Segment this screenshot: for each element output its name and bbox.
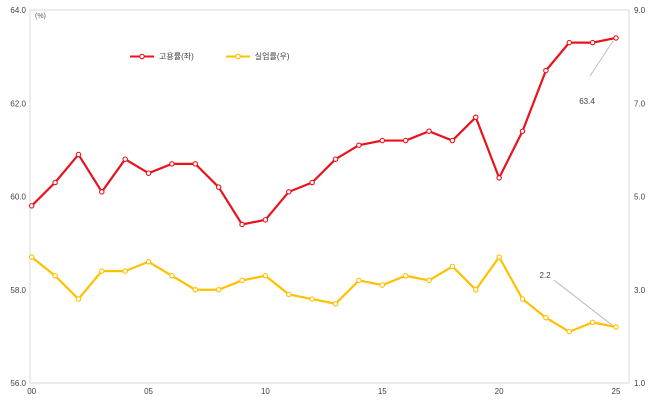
y-axis-left-tick-label: 56.0	[10, 379, 26, 388]
data-point-unemployment-rate-05	[145, 259, 152, 265]
data-point-unemployment-rate-07	[192, 286, 199, 293]
annotation-employment-rate-last-value: 63.4	[579, 97, 595, 106]
data-point-unemployment-rate-20	[496, 254, 502, 260]
data-point-unemployment-rate-21	[519, 296, 526, 302]
annotation-unemployment-rate-last-value: 2.2	[539, 271, 551, 280]
x-axis-tick-label: 25	[612, 387, 621, 396]
data-point-unemployment-rate-14	[356, 277, 362, 284]
chart-legend: 고용률(좌) 실업률(우)	[130, 51, 290, 62]
data-point-employment-rate-18	[449, 137, 456, 144]
data-point-employment-rate-07	[192, 161, 199, 167]
data-point-employment-rate-06	[169, 161, 175, 167]
data-point-employment-rate-02	[75, 151, 82, 158]
data-point-employment-rate-04	[122, 156, 128, 162]
plot-area-border	[29, 9, 630, 384]
x-axis-tick-label: 15	[378, 387, 387, 396]
data-point-unemployment-rate-10	[262, 273, 269, 279]
y-axis-right-tick-label: 9.0	[634, 6, 646, 15]
employment-rate-line	[30, 36, 618, 226]
data-point-employment-rate-12	[309, 179, 315, 186]
data-point-employment-rate-09	[239, 221, 245, 228]
data-point-employment-rate-11	[286, 189, 292, 195]
data-point-employment-rate-22	[543, 67, 549, 74]
data-point-unemployment-rate-24	[589, 319, 596, 326]
data-point-unemployment-rate-17	[426, 277, 432, 284]
data-point-unemployment-rate-22	[543, 314, 549, 321]
y-axis-unit-label: (%)	[35, 13, 46, 20]
data-point-employment-rate-13	[332, 156, 339, 162]
y-axis-left-tick-label: 62.0	[10, 99, 26, 108]
data-point-unemployment-rate-23	[566, 328, 573, 335]
data-point-employment-rate-17	[426, 128, 432, 134]
y-axis-right-tick-label: 1.0	[634, 379, 646, 388]
y-axis-right-tick-label: 5.0	[634, 193, 646, 202]
data-point-unemployment-rate-04	[122, 268, 128, 274]
y-axis-right-tick-label: 3.0	[634, 286, 646, 295]
legend-item-unemployment-rate: 실업률(우)	[225, 51, 290, 62]
x-axis-tick-label: 05	[144, 387, 153, 396]
data-point-unemployment-rate-02	[75, 296, 82, 302]
data-point-employment-rate-20	[496, 175, 502, 181]
y-axis-left-tick-label: 64.0	[10, 6, 26, 15]
legend-label-employment-rate: 고용률(좌)	[159, 52, 194, 61]
data-point-employment-rate-00	[28, 203, 35, 209]
legend-label-unemployment-rate: 실업률(우)	[254, 52, 290, 61]
data-point-unemployment-rate-25	[613, 324, 619, 330]
legend-item-employment-rate: 고용률(좌)	[130, 51, 194, 62]
annotation-callout-line	[553, 279, 613, 326]
data-point-unemployment-rate-19	[473, 286, 479, 293]
data-point-employment-rate-24	[589, 39, 596, 46]
data-point-employment-rate-14	[356, 142, 362, 148]
data-point-employment-rate-08	[215, 184, 222, 190]
data-point-unemployment-rate-11	[286, 291, 292, 298]
data-point-employment-rate-21	[519, 128, 526, 134]
data-point-employment-rate-01	[52, 179, 58, 186]
data-point-unemployment-rate-15	[379, 282, 386, 288]
x-axis-tick-label: 00	[27, 387, 36, 396]
data-point-employment-rate-05	[145, 170, 152, 176]
data-point-employment-rate-25	[613, 35, 619, 41]
x-axis-tick-label: 20	[495, 387, 504, 396]
y-axis-left-tick-label: 60.0	[10, 193, 26, 202]
data-point-unemployment-rate-12	[309, 296, 315, 302]
y-axis-left-tick-label: 58.0	[10, 286, 26, 295]
data-point-employment-rate-03	[99, 189, 105, 195]
data-point-unemployment-rate-08	[215, 286, 222, 293]
data-point-unemployment-rate-00	[28, 254, 35, 260]
data-point-unemployment-rate-09	[239, 277, 245, 284]
legend-marker-unemployment-rate-icon	[225, 53, 250, 60]
data-point-employment-rate-19	[473, 114, 479, 120]
x-axis-tick-label: 10	[261, 387, 270, 396]
data-point-employment-rate-15	[379, 137, 386, 144]
data-point-employment-rate-16	[402, 137, 409, 144]
unemployment-rate-line	[30, 256, 618, 333]
data-point-employment-rate-10	[262, 217, 269, 223]
data-point-unemployment-rate-06	[169, 273, 175, 279]
data-point-employment-rate-23	[566, 39, 573, 46]
data-point-unemployment-rate-13	[332, 300, 339, 307]
data-point-unemployment-rate-16	[402, 273, 409, 279]
y-axis-right-tick-label: 7.0	[634, 99, 646, 108]
data-point-unemployment-rate-03	[99, 268, 105, 274]
annotation-callout-line	[589, 40, 614, 77]
data-point-unemployment-rate-01	[52, 273, 58, 279]
data-point-unemployment-rate-18	[449, 263, 456, 270]
legend-marker-employment-rate-icon	[130, 53, 154, 60]
